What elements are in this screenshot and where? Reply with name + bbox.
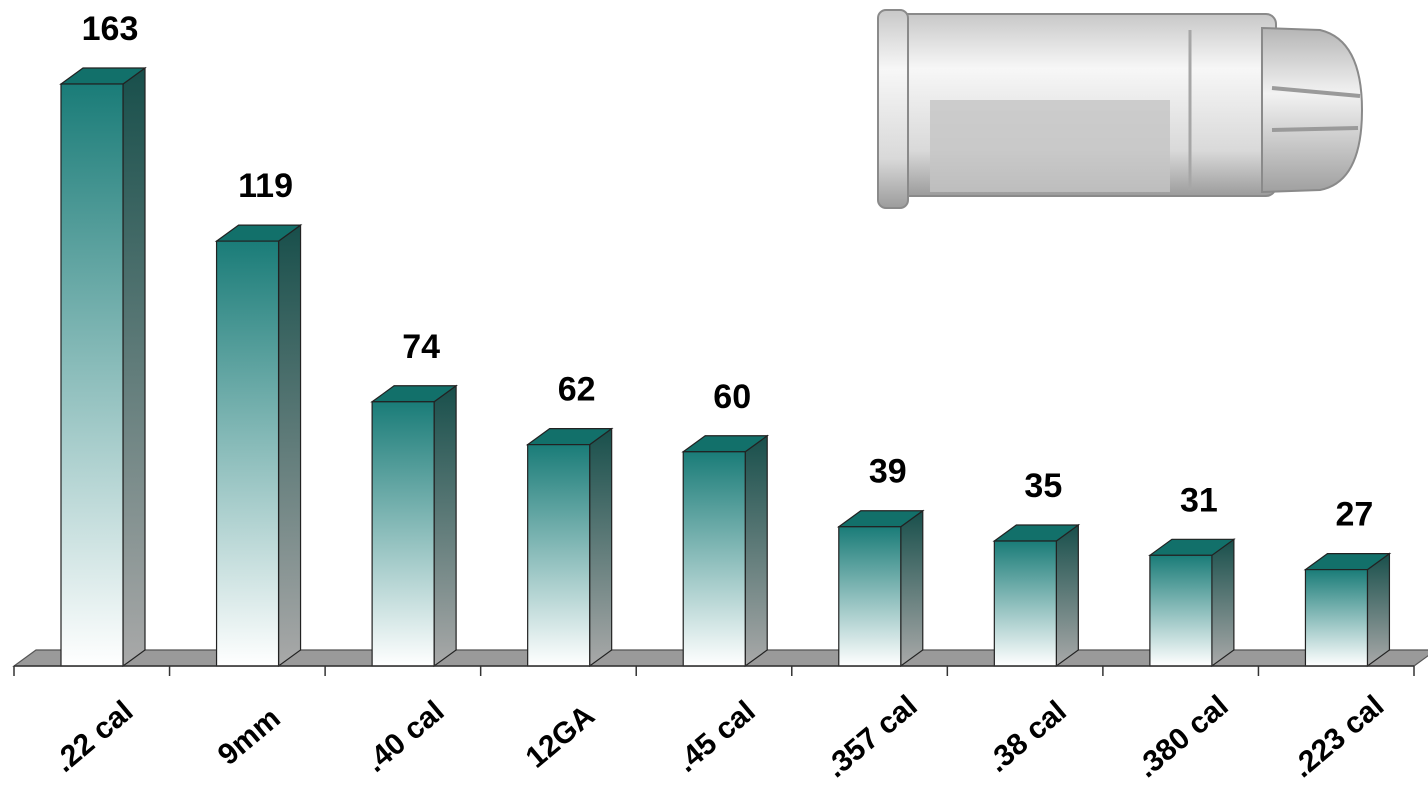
bar-front bbox=[682, 451, 746, 667]
data-label: 31 bbox=[1180, 481, 1218, 519]
bar-side bbox=[1211, 538, 1235, 668]
bar: 35 bbox=[992, 467, 1081, 668]
data-label: 60 bbox=[713, 378, 751, 416]
x-tick-label: .22 cal bbox=[48, 695, 139, 779]
bar-front bbox=[371, 401, 435, 667]
x-tick-label: .223 cal bbox=[1286, 689, 1390, 784]
bar: 27 bbox=[1303, 496, 1392, 668]
bar-side bbox=[589, 427, 613, 668]
bar-front bbox=[215, 240, 280, 667]
x-tick-label: .40 cal bbox=[359, 695, 450, 779]
bar-side bbox=[1366, 552, 1391, 668]
bar-side bbox=[900, 509, 924, 668]
bar-front bbox=[993, 540, 1057, 667]
bar-side bbox=[277, 223, 302, 668]
x-tick-label: 9mm bbox=[212, 702, 287, 772]
data-label: 27 bbox=[1336, 496, 1374, 534]
bar-side bbox=[433, 384, 457, 668]
bar-front bbox=[838, 526, 902, 667]
x-tick-label: .380 cal bbox=[1130, 689, 1234, 784]
bar: 163 bbox=[59, 10, 147, 668]
bar-front bbox=[527, 444, 591, 667]
bar: 119 bbox=[214, 167, 303, 668]
bar-side bbox=[744, 434, 768, 668]
bar-front bbox=[1149, 554, 1213, 667]
x-tick-label: .45 cal bbox=[670, 695, 761, 779]
bar-series: 163 119 74 62 60 39 35 31 27 bbox=[59, 10, 1392, 668]
x-tick-label: 12GA bbox=[520, 699, 601, 775]
data-label: 62 bbox=[558, 371, 596, 409]
data-label: 163 bbox=[82, 10, 139, 48]
bar-side bbox=[122, 66, 146, 668]
bar-front bbox=[60, 83, 124, 667]
bar: 60 bbox=[681, 378, 770, 668]
x-tick-label: .357 cal bbox=[819, 689, 923, 784]
x-axis: .22 cal 9mm .40 cal 12GA .45 cal .357 cal .38 … bbox=[13, 665, 1415, 784]
x-tick-label: .38 cal bbox=[981, 695, 1072, 779]
bar-front bbox=[1304, 568, 1369, 667]
data-label: 119 bbox=[238, 167, 293, 205]
bar: 31 bbox=[1148, 481, 1236, 668]
bar: 39 bbox=[836, 453, 925, 668]
bar: 74 bbox=[370, 328, 458, 668]
bar-side bbox=[1055, 523, 1079, 668]
bullet-cartridge-icon bbox=[877, 9, 1364, 209]
data-label: 35 bbox=[1024, 467, 1062, 505]
data-label: 74 bbox=[402, 328, 440, 366]
data-label: 39 bbox=[869, 453, 907, 491]
bar: 62 bbox=[525, 371, 614, 668]
